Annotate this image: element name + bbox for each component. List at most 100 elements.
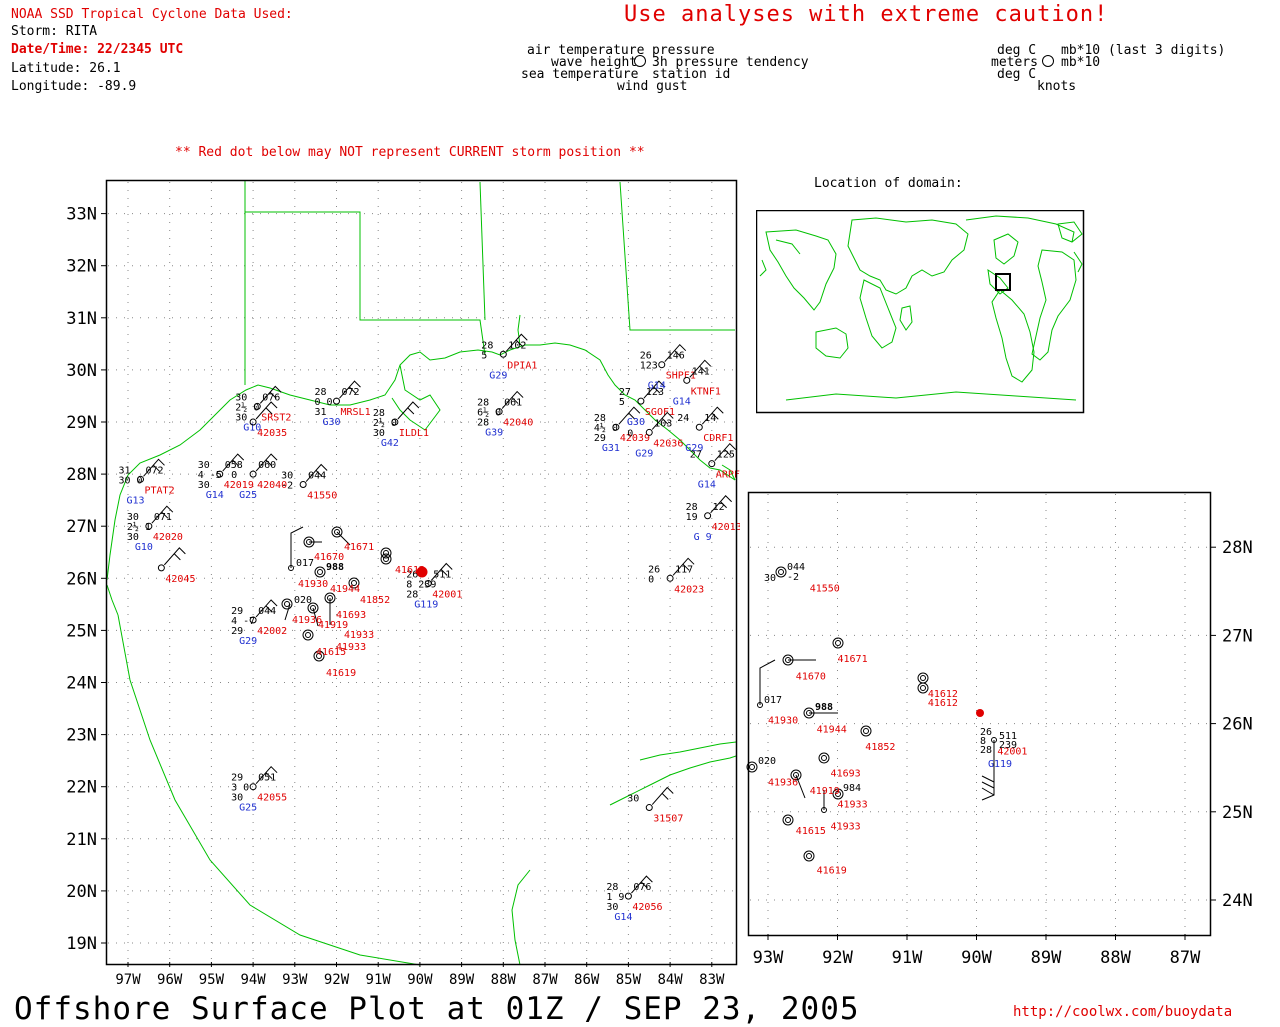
cluster-label-41933-a: 41933 [344,630,374,641]
wind-barb [305,463,328,482]
longitude: Longitude: -89.9 [11,79,137,94]
wind-gust: G10 [243,422,261,433]
air-temp: 30 [235,392,247,403]
world-coastlines [759,215,1083,401]
air-temp: 28 [481,340,493,351]
air-temp: 30 [281,471,293,482]
station-circle-icon [708,460,716,468]
main-lon-label: 89W [449,972,475,988]
main-lat-label: 20N [66,882,97,902]
world-locator-map [756,210,1085,414]
pressure: 061 [504,398,522,409]
wind-barb [618,406,641,425]
station-circle-icon [704,512,712,520]
main-lat-label: 25N [66,621,97,641]
wave-pressure-tendency: 19 [686,512,698,523]
wind-barb [631,875,653,894]
station-circle-icon [683,376,691,384]
wave-pressure-tendency: 5 [619,397,625,408]
air-temp: 30 [627,794,639,805]
station-circle-icon [253,402,261,410]
wind-barb [222,453,245,472]
pressure: 117 [675,564,693,575]
legend-air-temp: air temperature [527,43,645,58]
wave-pressure-tendency: 2½ 0 [373,417,397,429]
inset-lat-label: 28N [1222,538,1253,558]
air-temp: 26 [406,570,418,581]
inset-lon-label: 93W [753,948,784,968]
pressure: 076 [262,392,280,403]
inset-stations [746,566,997,862]
wind-gust: G30 [627,417,645,428]
inset-value-511: 511 [999,731,1017,742]
cluster-value-020: 020 [294,595,312,606]
inset-station-41919: 41919 [810,786,840,797]
air-temp: 24 [677,413,689,424]
inset-value-28: 28 [980,745,992,756]
air-temp: 29 [231,606,243,617]
wind-gust: G 9 [694,532,712,543]
pressure: 076 [633,882,651,893]
station-id: 42020 [153,532,183,543]
wind-gust: G14 [206,490,224,501]
inset-lat-label: 26N [1222,715,1253,735]
wind-gust: G14 [648,381,666,392]
inset-lon-label: 90W [961,948,992,968]
wind-gust: G13 [127,495,145,506]
inset-value-044: 044 [787,562,805,573]
footer-url-link[interactable]: http://coolwx.com/buoydata [1013,1004,1233,1020]
station-id: 42019 [224,480,254,491]
main-map-frame [105,179,738,966]
unit-meters: meters [991,55,1038,70]
legend-pressure: pressure [652,43,715,58]
wind-barb [651,411,674,430]
wind-gust: G119 [414,600,438,611]
wave-pressure-tendency: 4 -7 [231,616,255,627]
inset-lat-label: 24N [1222,891,1253,911]
wind-barb [163,547,186,566]
station-circle-icon [137,475,145,483]
air-temp: 28 [315,387,327,398]
station-circle-icon [645,428,653,436]
inset-map: 93W 92W 91W 90W 89W 88W 87W 24N 25N 26N 27N 28N 415… [746,491,1253,968]
station-id: CDRF1 [703,433,733,444]
station-id: KTNF1 [691,386,721,397]
wave-pressure-tendency: 0 0 [315,397,333,408]
station-42035: 42035 [249,401,287,439]
pressure: 14 [704,413,716,424]
station-circle-icon [145,522,153,530]
wind-barb [501,390,524,409]
inset-value-984: 984 [843,783,861,794]
main-lon-label: 93W [282,972,308,988]
main-lat-label: 31N [66,309,97,329]
station-id: 42002 [257,626,287,637]
pressure: 123 [646,387,664,398]
main-lat-label: 29N [66,413,97,433]
cluster-label-41933-b: 41933 [336,642,366,653]
station-31507: 30 31507 [627,786,683,825]
wave-pressure-tendency: 4 -5 [198,470,222,481]
pressure: 044 [308,471,326,482]
station-circle-icon [499,350,507,358]
sea-temp: 28 [477,418,489,429]
pressure: 044 [258,606,276,617]
wind-gust: G10 [135,542,153,553]
air-temp: 26 [648,564,660,575]
inset-value-30: 30 [764,573,776,584]
inset-value-8: 8 [980,736,986,747]
main-lon-label: 95W [199,972,225,988]
cluster-value-017: 017 [296,558,314,569]
pressure: 051 [258,773,276,784]
sea-temp: 29 [231,626,243,637]
wave-pressure-tendency: 0 [627,428,633,439]
cluster-label-41670: 41670 [314,552,344,563]
cluster-label-41693: 41693 [336,610,366,621]
wave-pressure-tendency: 123 [640,361,658,372]
